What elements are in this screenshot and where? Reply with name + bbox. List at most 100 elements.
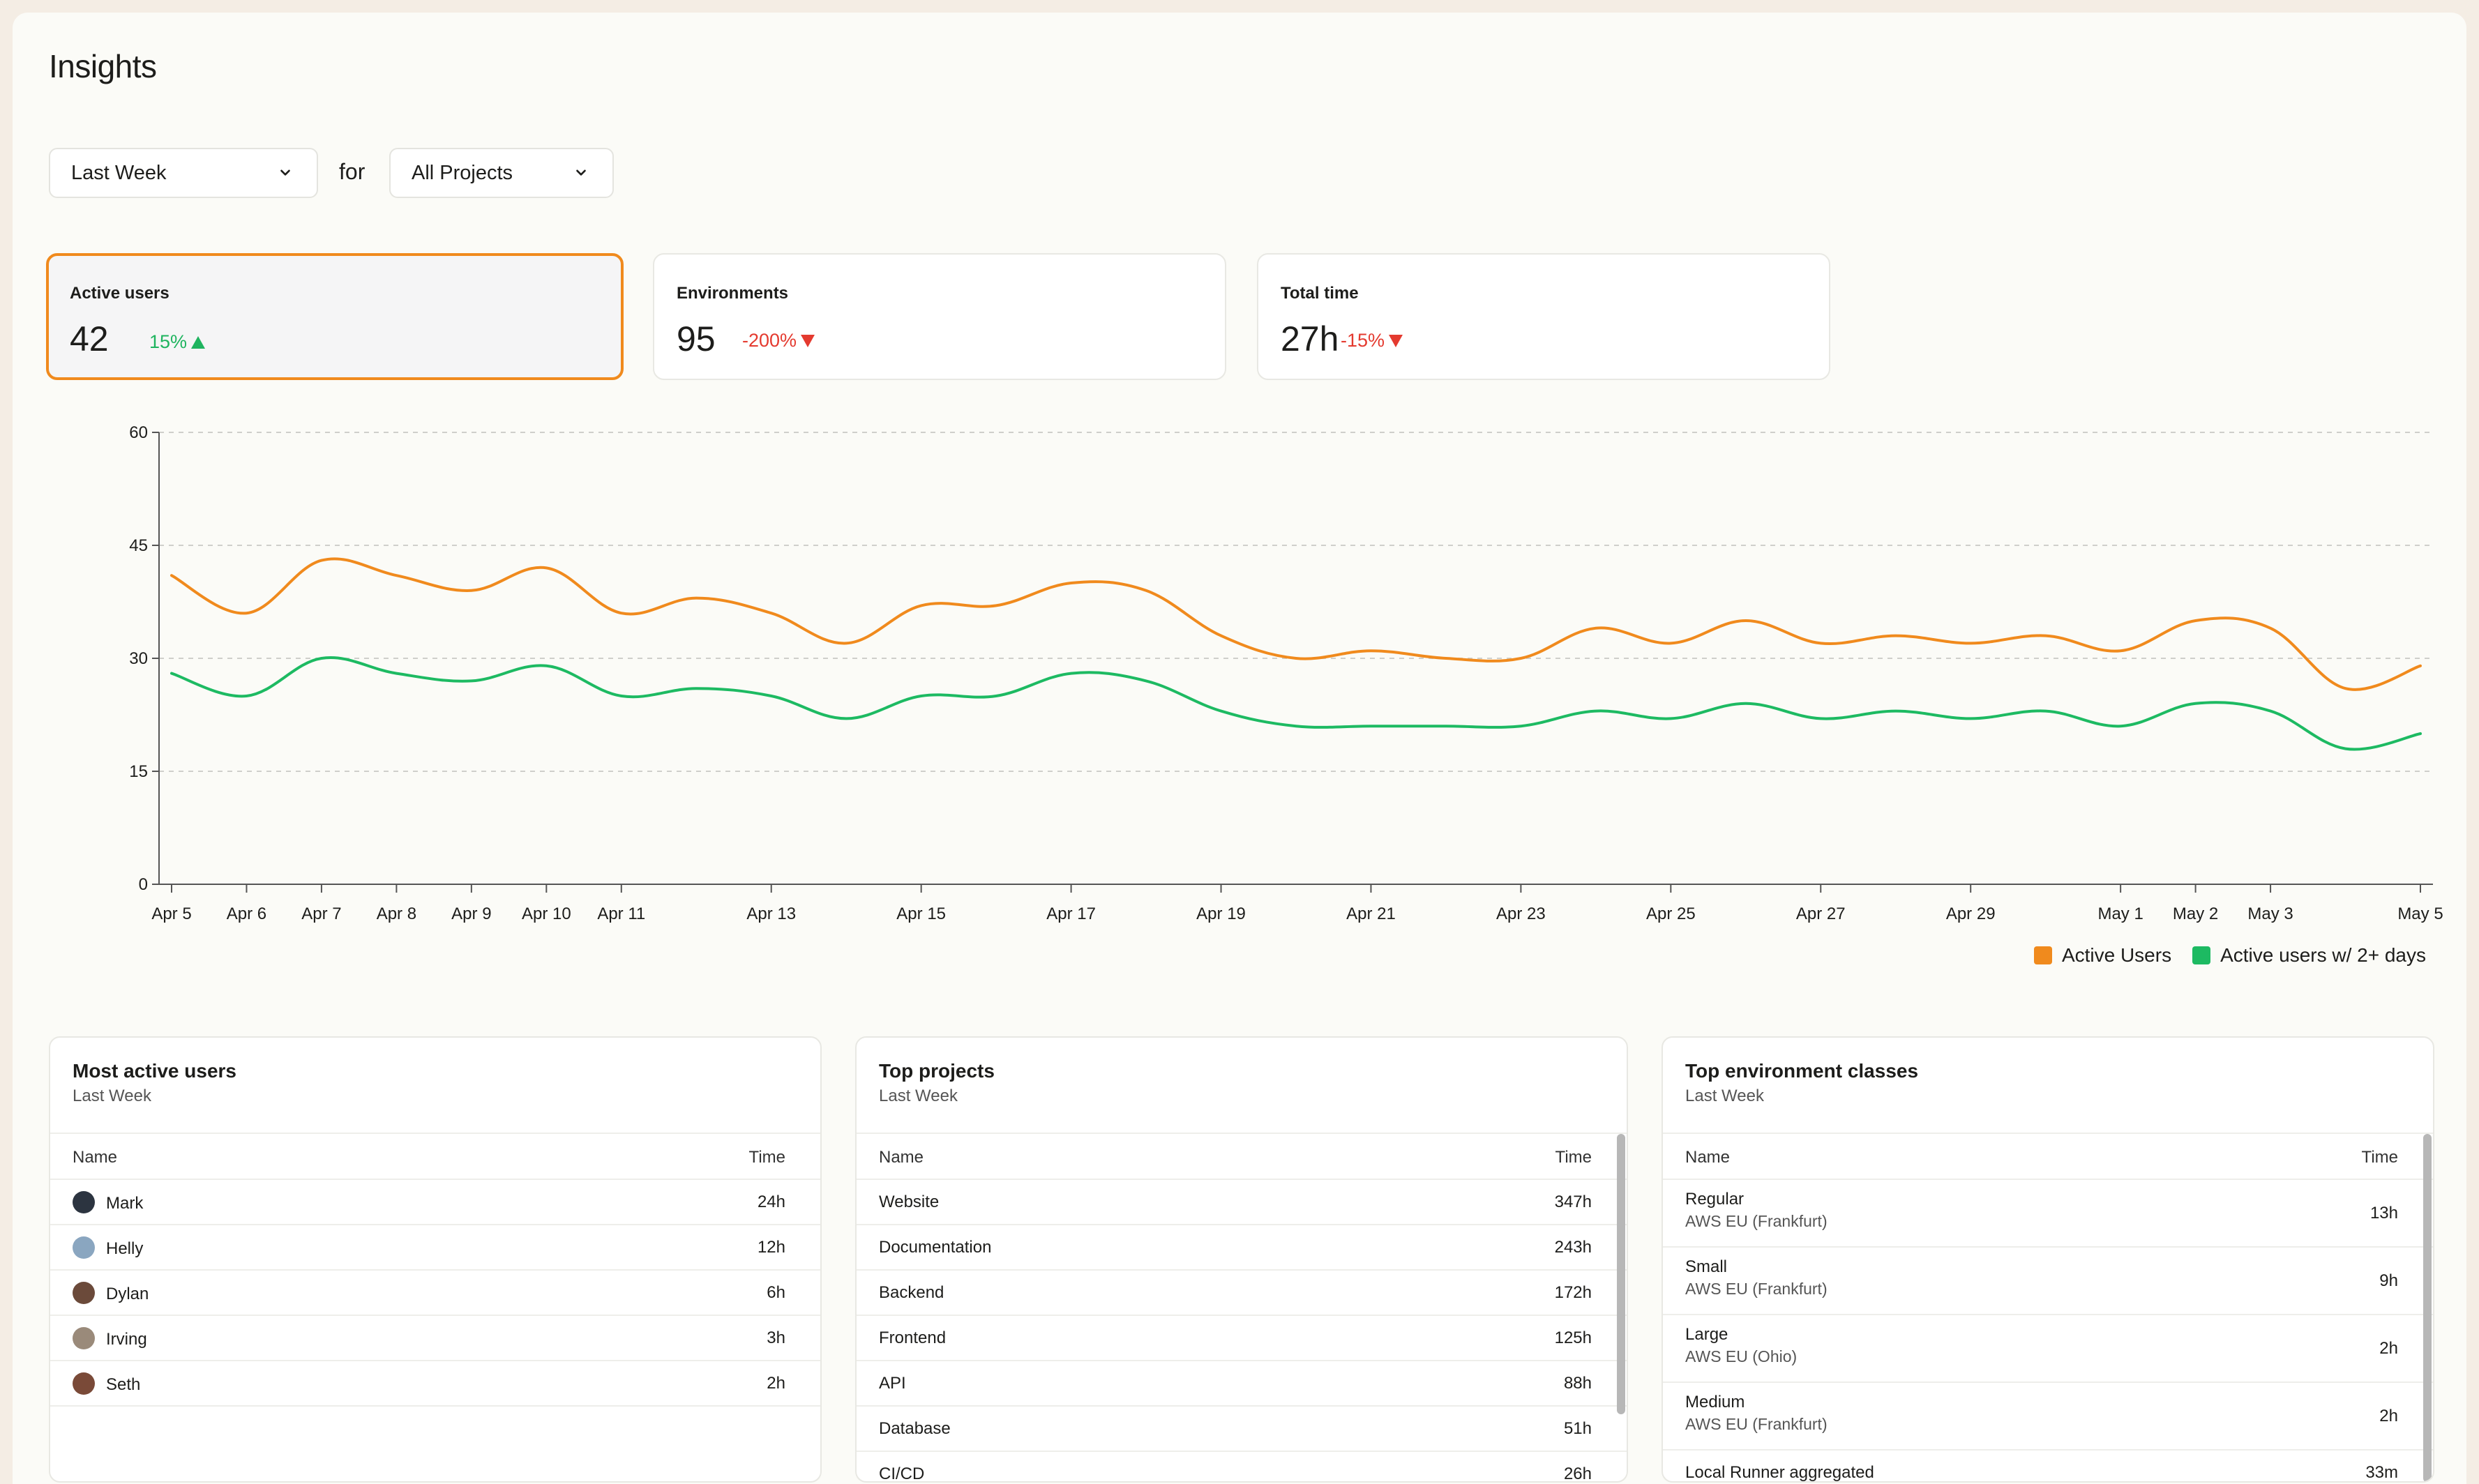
y-tick-label: 60 <box>129 423 148 442</box>
table-row[interactable]: Seth 2h <box>50 1360 820 1407</box>
table-row[interactable]: Database 51h <box>857 1405 1627 1452</box>
avatar <box>73 1236 95 1259</box>
x-tick-label: May 1 <box>2097 904 2143 923</box>
series-line-active-users-2plus <box>170 656 2422 751</box>
x-tick-label: Apr 9 <box>451 904 491 923</box>
column-header-time[interactable]: Time <box>2361 1148 2398 1167</box>
environments-card[interactable]: Environments 95 -200% <box>653 253 1226 380</box>
row-name-text: Small <box>1685 1257 1728 1276</box>
row-name-text: Helly <box>106 1239 144 1258</box>
column-header-time[interactable]: Time <box>748 1148 785 1167</box>
legend-swatch <box>2192 946 2211 964</box>
card-label: Active users <box>70 284 169 303</box>
table-row[interactable]: CI/CD 26h <box>857 1451 1627 1483</box>
table-row[interactable]: Helly 12h <box>50 1224 820 1271</box>
table-row[interactable]: Documentation 243h <box>857 1224 1627 1271</box>
row-name: Seth <box>73 1372 141 1396</box>
row-name-text: Backend <box>879 1283 944 1302</box>
row-name: Large AWS EU (Ohio) <box>1685 1325 1797 1366</box>
row-time: 13h <box>2369 1204 2398 1222</box>
card-delta-text: -200% <box>742 330 797 351</box>
avatar <box>73 1282 95 1304</box>
column-header-name[interactable]: Name <box>879 1148 924 1167</box>
panel-title: Top environment classes <box>1685 1060 1919 1082</box>
x-tick-label: Apr 29 <box>1946 904 1996 923</box>
scrollbar[interactable] <box>2423 1134 2432 1481</box>
active-users-card[interactable]: Active users 42 15% <box>46 253 624 380</box>
card-delta-text: 15% <box>149 331 188 352</box>
row-subtitle: AWS EU (Frankfurt) <box>1685 1212 1828 1230</box>
chart-legend: Active Users Active users w/ 2+ days <box>2033 944 2426 967</box>
row-time: 51h <box>1563 1419 1592 1438</box>
table-row[interactable]: Dylan 6h <box>50 1269 820 1316</box>
x-tick-label: Apr 23 <box>1496 904 1546 923</box>
row-name: API <box>879 1374 906 1393</box>
row-subtitle: AWS EU (Frankfurt) <box>1685 1415 1828 1433</box>
table-row[interactable]: Medium AWS EU (Frankfurt) 2h <box>1663 1381 2433 1451</box>
row-time: 125h <box>1554 1328 1592 1347</box>
page-title: Insights <box>49 48 157 84</box>
avatar <box>73 1372 95 1395</box>
chevron-down-icon <box>576 169 586 176</box>
row-name: Helly <box>73 1236 144 1260</box>
row-name-text: Medium <box>1685 1393 1745 1411</box>
legend-label: Active Users <box>2061 944 2172 966</box>
table-row[interactable]: Website 347h <box>857 1179 1627 1225</box>
row-name-text: Mark <box>106 1194 144 1213</box>
x-tick-label: Apr 21 <box>1346 904 1396 923</box>
x-tick-label: Apr 27 <box>1796 904 1846 923</box>
row-name-text: Seth <box>106 1375 141 1394</box>
row-name-text: Documentation <box>879 1238 992 1257</box>
row-name: Small AWS EU (Frankfurt) <box>1685 1257 1828 1298</box>
arrow-down-icon <box>801 334 815 347</box>
period-dropdown[interactable]: Last Week <box>49 148 318 198</box>
row-name: Database <box>879 1419 951 1439</box>
legend-label: Active users w/ 2+ days <box>2220 944 2426 966</box>
table-row[interactable]: Local Runner aggregated 33m <box>1663 1449 2433 1482</box>
y-tick-label: 30 <box>129 649 148 668</box>
row-name-text: Dylan <box>106 1285 149 1303</box>
row-name: Website <box>879 1192 939 1212</box>
panel-subtitle: Last Week <box>879 1086 958 1105</box>
row-name-text: Local Runner aggregated <box>1685 1463 1874 1482</box>
table-row[interactable]: Mark 24h <box>50 1179 820 1225</box>
legend-swatch <box>2033 946 2052 964</box>
table-row[interactable]: Small AWS EU (Frankfurt) 9h <box>1663 1246 2433 1315</box>
project-dropdown[interactable]: All Projects <box>389 148 614 198</box>
row-name: CI/CD <box>879 1464 925 1483</box>
top-projects-panel: Top projects Last Week Name Time Website… <box>855 1036 1628 1483</box>
column-header-time[interactable]: Time <box>1555 1148 1592 1167</box>
table-row[interactable]: Regular AWS EU (Frankfurt) 13h <box>1663 1179 2433 1248</box>
most-active-users-panel: Most active users Last Week Name Time Ma… <box>49 1036 822 1483</box>
row-name: Dylan <box>73 1282 149 1305</box>
row-time: 2h <box>2379 1339 2398 1358</box>
x-tick-label: Apr 13 <box>746 904 796 923</box>
row-name-text: Database <box>879 1419 951 1438</box>
row-name-text: Website <box>879 1192 940 1211</box>
row-time: 33m <box>2365 1463 2398 1482</box>
legend-item-active-users-2plus[interactable]: Active users w/ 2+ days <box>2192 944 2426 967</box>
row-name-text: CI/CD <box>879 1464 925 1483</box>
table-header: Name Time <box>1663 1133 2433 1180</box>
row-name: Irving <box>73 1327 147 1351</box>
arrow-up-icon <box>191 335 206 349</box>
row-time: 3h <box>767 1328 785 1347</box>
row-time: 9h <box>2379 1271 2398 1290</box>
row-name: Local Runner aggregated <box>1685 1463 1874 1482</box>
table-row[interactable]: API 88h <box>857 1360 1627 1407</box>
y-tick-label: 15 <box>129 762 148 781</box>
total-time-card[interactable]: Total time 27h -15% <box>1257 253 1830 380</box>
chevron-down-icon <box>280 169 290 176</box>
table-row[interactable]: Irving 3h <box>50 1315 820 1361</box>
card-delta: -200% <box>742 330 815 351</box>
legend-item-active-users[interactable]: Active Users <box>2033 944 2172 967</box>
insights-page: Insights Last Week for All Projects Acti… <box>13 13 2466 1484</box>
table-row[interactable]: Backend 172h <box>857 1269 1627 1316</box>
column-header-name[interactable]: Name <box>73 1148 118 1167</box>
top-environment-classes-panel: Top environment classes Last Week Name T… <box>1662 1036 2434 1483</box>
x-tick-label: May 5 <box>2397 904 2443 923</box>
table-row[interactable]: Large AWS EU (Ohio) 2h <box>1663 1314 2433 1383</box>
column-header-name[interactable]: Name <box>1685 1148 1731 1167</box>
table-row[interactable]: Frontend 125h <box>857 1315 1627 1361</box>
scrollbar[interactable] <box>1617 1134 1625 1414</box>
